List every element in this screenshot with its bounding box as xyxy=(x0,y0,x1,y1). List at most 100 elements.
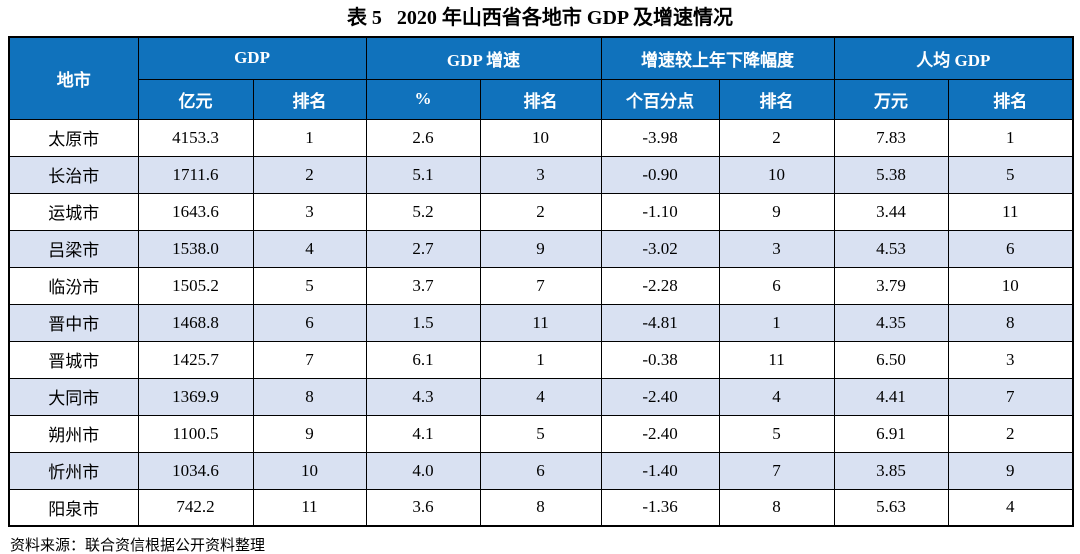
value-cell: 1369.9 xyxy=(137,377,254,416)
value-cell: 11 xyxy=(479,303,602,342)
value-cell: 1 xyxy=(718,303,835,342)
table-row: 吕梁市 1538.0 4 2.7 9 -3.02 3 4.53 6 xyxy=(8,229,1074,268)
value-cell: 10 xyxy=(479,118,602,157)
header-gdp-per-capita: 人均 GDP xyxy=(833,36,1074,80)
value-cell: -3.02 xyxy=(600,229,720,268)
value-cell: 3 xyxy=(479,155,602,194)
value-cell: 6 xyxy=(252,303,367,342)
page-title: 表 5 2020 年山西省各地市 GDP 及增速情况 xyxy=(346,7,734,29)
value-cell: 742.2 xyxy=(137,488,254,527)
subheader-decline-rank: 排名 xyxy=(718,78,835,120)
table-row: 忻州市 1034.6 10 4.0 6 -1.40 7 3.85 9 xyxy=(8,451,1074,490)
value-cell: 1 xyxy=(252,118,367,157)
value-cell: 4.41 xyxy=(833,377,949,416)
city-cell: 朔州市 xyxy=(8,414,139,453)
table-row: 运城市 1643.6 3 5.2 2 -1.10 9 3.44 11 xyxy=(8,192,1074,231)
value-cell: 5 xyxy=(252,266,367,305)
value-cell: 7 xyxy=(479,266,602,305)
value-cell: 5.1 xyxy=(365,155,481,194)
value-cell: 10 xyxy=(252,451,367,490)
value-cell: 7 xyxy=(718,451,835,490)
value-cell: 10 xyxy=(947,266,1074,305)
subheader-gdp-value: 亿元 xyxy=(137,78,254,120)
value-cell: 1034.6 xyxy=(137,451,254,490)
value-cell: 8 xyxy=(718,488,835,527)
value-cell: 1 xyxy=(479,340,602,379)
value-cell: 4 xyxy=(947,488,1074,527)
value-cell: 4.0 xyxy=(365,451,481,490)
value-cell: 3 xyxy=(252,192,367,231)
city-cell: 阳泉市 xyxy=(8,488,139,527)
subheader-percapita-rank: 排名 xyxy=(947,78,1074,120)
value-cell: 3.44 xyxy=(833,192,949,231)
value-cell: 2 xyxy=(252,155,367,194)
value-cell: 6 xyxy=(479,451,602,490)
value-cell: 3.79 xyxy=(833,266,949,305)
value-cell: -0.38 xyxy=(600,340,720,379)
value-cell: 5.38 xyxy=(833,155,949,194)
value-cell: 7 xyxy=(252,340,367,379)
value-cell: 3 xyxy=(947,340,1074,379)
table-row: 太原市 4153.3 1 2.6 10 -3.98 2 7.83 1 xyxy=(8,118,1074,157)
value-cell: 4 xyxy=(718,377,835,416)
value-cell: 6.1 xyxy=(365,340,481,379)
table-row: 大同市 1369.9 8 4.3 4 -2.40 4 4.41 7 xyxy=(8,377,1074,416)
value-cell: 2 xyxy=(718,118,835,157)
value-cell: -2.40 xyxy=(600,377,720,416)
value-cell: 1468.8 xyxy=(137,303,254,342)
value-cell: 4.53 xyxy=(833,229,949,268)
value-cell: -1.10 xyxy=(600,192,720,231)
table-row: 长治市 1711.6 2 5.1 3 -0.90 10 5.38 5 xyxy=(8,155,1074,194)
table-header: 地市 GDP GDP 增速 增速较上年下降幅度 人均 GDP 亿元 排名 % 排… xyxy=(8,36,1074,120)
city-cell: 吕梁市 xyxy=(8,229,139,268)
subheader-growth-rank: 排名 xyxy=(479,78,602,120)
value-cell: -2.40 xyxy=(600,414,720,453)
city-cell: 大同市 xyxy=(8,377,139,416)
value-cell: 8 xyxy=(479,488,602,527)
value-cell: 9 xyxy=(947,451,1074,490)
value-cell: 8 xyxy=(947,303,1074,342)
value-cell: -1.36 xyxy=(600,488,720,527)
city-cell: 长治市 xyxy=(8,155,139,194)
header-gdp: GDP xyxy=(137,36,367,80)
value-cell: -0.90 xyxy=(600,155,720,194)
table-row: 晋城市 1425.7 7 6.1 1 -0.38 11 6.50 3 xyxy=(8,340,1074,379)
value-cell: 8 xyxy=(252,377,367,416)
value-cell: 5 xyxy=(479,414,602,453)
value-cell: 9 xyxy=(718,192,835,231)
value-cell: 1643.6 xyxy=(137,192,254,231)
value-cell: -3.98 xyxy=(600,118,720,157)
value-cell: 2 xyxy=(479,192,602,231)
value-cell: 7 xyxy=(947,377,1074,416)
table-row: 阳泉市 742.2 11 3.6 8 -1.36 8 5.63 4 xyxy=(8,488,1074,527)
value-cell: 1425.7 xyxy=(137,340,254,379)
table-body: 太原市 4153.3 1 2.6 10 -3.98 2 7.83 1 长治市 1711.6 2 5.1 3… xyxy=(8,118,1074,527)
subheader-growth-value: % xyxy=(365,78,481,120)
value-cell: 3.7 xyxy=(365,266,481,305)
table-row: 晋中市 1468.8 6 1.5 11 -4.81 1 4.35 8 xyxy=(8,303,1074,342)
value-cell: 1.5 xyxy=(365,303,481,342)
value-cell: 11 xyxy=(718,340,835,379)
value-cell: 4 xyxy=(252,229,367,268)
value-cell: -4.81 xyxy=(600,303,720,342)
city-cell: 太原市 xyxy=(8,118,139,157)
subheader-gdp-rank: 排名 xyxy=(252,78,367,120)
value-cell: -1.40 xyxy=(600,451,720,490)
city-cell: 运城市 xyxy=(8,192,139,231)
value-cell: -2.28 xyxy=(600,266,720,305)
table-row: 朔州市 1100.5 9 4.1 5 -2.40 5 6.91 2 xyxy=(8,414,1074,453)
value-cell: 6.50 xyxy=(833,340,949,379)
gdp-table: 地市 GDP GDP 增速 增速较上年下降幅度 人均 GDP 亿元 排名 % 排… xyxy=(8,36,1075,527)
value-cell: 6 xyxy=(718,266,835,305)
city-cell: 忻州市 xyxy=(8,451,139,490)
value-cell: 11 xyxy=(252,488,367,527)
city-cell: 晋中市 xyxy=(8,303,139,342)
value-cell: 10 xyxy=(718,155,835,194)
value-cell: 1538.0 xyxy=(137,229,254,268)
city-cell: 晋城市 xyxy=(8,340,139,379)
value-cell: 9 xyxy=(479,229,602,268)
value-cell: 4153.3 xyxy=(137,118,254,157)
value-cell: 1100.5 xyxy=(137,414,254,453)
value-cell: 3.85 xyxy=(833,451,949,490)
value-cell: 5.2 xyxy=(365,192,481,231)
